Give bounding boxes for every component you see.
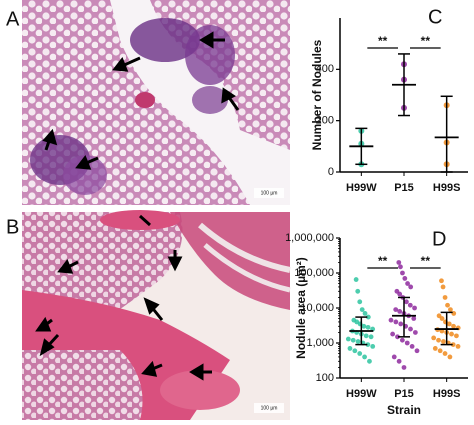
data-point: [398, 264, 403, 270]
data-point: [432, 346, 438, 351]
y-tick-label: 100: [316, 372, 334, 384]
data-point: [445, 302, 450, 308]
data-point: [368, 334, 374, 340]
data-point: [395, 334, 400, 340]
significance-label: **: [378, 34, 388, 48]
data-point: [439, 278, 444, 284]
data-point: [353, 277, 359, 282]
data-point: [362, 311, 368, 316]
x-tick-label: P15: [394, 182, 414, 194]
data-point: [399, 337, 405, 343]
y-axis-label: Nodule area (µm²): [294, 257, 308, 359]
data-point: [449, 331, 454, 337]
data-point: [393, 319, 399, 325]
micrograph-b: [22, 210, 291, 420]
data-point: [405, 281, 410, 286]
data-point: [359, 307, 365, 313]
data-point: [408, 326, 413, 332]
data-point: [455, 343, 461, 349]
data-point: [361, 323, 367, 329]
data-point: [362, 354, 367, 360]
data-point: [411, 316, 417, 321]
y-tick-label: 100,000: [294, 267, 334, 279]
data-point: [401, 365, 407, 370]
data-point: [397, 308, 403, 314]
data-point: [442, 351, 448, 356]
panel-label: C: [428, 6, 442, 28]
data-point: [352, 348, 358, 354]
data-point: [367, 358, 372, 364]
y-tick-label: 1,000: [306, 337, 334, 349]
data-point: [390, 331, 396, 337]
data-point: [437, 348, 443, 354]
data-point: [357, 299, 363, 305]
y-tick-label: 1,000,000: [285, 232, 334, 244]
data-point: [365, 314, 371, 320]
data-point: [412, 330, 418, 335]
data-point: [446, 321, 452, 327]
data-point: [365, 342, 371, 348]
data-point: [391, 354, 397, 360]
data-point: [414, 348, 420, 354]
data-point: [397, 291, 403, 297]
x-tick-label: P15: [394, 388, 414, 400]
data-point: [403, 299, 409, 305]
data-point: [388, 317, 394, 323]
data-point: [400, 270, 405, 276]
data-point: [355, 288, 361, 294]
x-tick-label: H99S: [433, 182, 461, 194]
data-point: [407, 302, 413, 308]
data-point: [396, 260, 402, 265]
data-point: [363, 333, 369, 339]
data-point: [409, 343, 415, 349]
data-point: [350, 337, 356, 343]
panel-label: D: [432, 228, 446, 250]
scale-bar-label: 100 µm: [261, 405, 278, 411]
data-point: [442, 295, 448, 300]
data-point: [448, 307, 453, 313]
data-point: [404, 340, 410, 346]
significance-label: **: [421, 34, 431, 48]
significance-label: **: [378, 254, 388, 268]
significance-label: **: [421, 254, 431, 268]
data-point: [408, 284, 414, 290]
x-tick-label: H99W: [346, 388, 377, 400]
micrograph-a: [22, 0, 290, 205]
data-point: [441, 339, 446, 344]
x-axis-label: Strain: [387, 403, 421, 417]
data-point: [447, 354, 453, 360]
data-point: [347, 346, 353, 351]
y-axis-label: Number of Nodules: [310, 39, 324, 150]
panel-label: B: [6, 216, 19, 238]
data-point: [357, 351, 363, 356]
scale-bar-label: 100 µm: [261, 190, 278, 196]
data-point: [365, 324, 371, 330]
data-point: [402, 276, 408, 281]
data-point: [450, 342, 456, 348]
data-point: [454, 333, 459, 339]
data-point: [412, 305, 417, 311]
y-tick-label: 400: [316, 63, 334, 75]
data-point: [431, 335, 437, 341]
x-tick-label: H99W: [346, 182, 377, 194]
data-point: [355, 339, 361, 344]
data-point: [436, 337, 441, 343]
data-point: [396, 358, 402, 364]
x-tick-label: H99S: [433, 388, 461, 400]
data-point: [439, 316, 445, 321]
data-point: [345, 336, 351, 342]
data-point: [440, 284, 446, 290]
data-point: [370, 343, 376, 349]
panel-label: A: [6, 8, 20, 30]
data-point: [398, 321, 404, 327]
y-tick-label: 200: [316, 115, 334, 127]
y-tick-label: 0: [328, 166, 334, 178]
data-point: [451, 323, 456, 329]
y-tick-label: 10,000: [300, 302, 334, 314]
data-point: [393, 307, 399, 313]
